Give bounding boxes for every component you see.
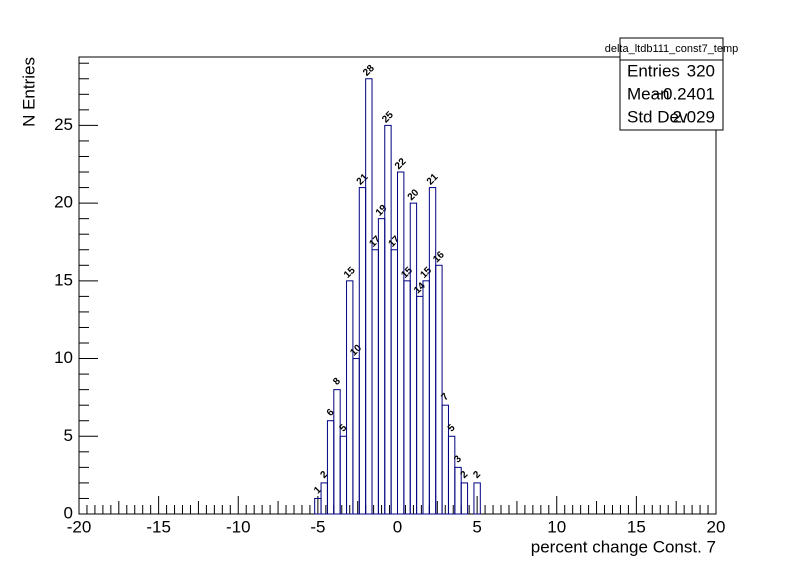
stats-value: −0.2401 (653, 84, 715, 103)
y-tick-label: 15 (54, 270, 73, 289)
stats-box (619, 37, 724, 131)
x-tick-label: -20 (67, 517, 92, 536)
stats-key: Mean (627, 84, 670, 103)
stats-value: 2.029 (672, 107, 715, 126)
x-tick-label: 5 (472, 517, 481, 536)
x-tick-label: -15 (146, 517, 171, 536)
bar (473, 482, 481, 515)
stats-key: Std Dev (627, 107, 688, 126)
stats-key: Entries (627, 61, 680, 80)
x-tick-label: 20 (707, 517, 726, 536)
x-tick-label: 10 (547, 517, 566, 536)
y-axis-title: N Entries (19, 57, 38, 127)
stats-title: delta_ltdb111_const7_temp (605, 43, 739, 55)
y-tick-label: 10 (54, 348, 73, 367)
y-tick-label: 25 (54, 115, 73, 134)
bar (460, 482, 469, 515)
y-tick-label: 0 (64, 503, 73, 522)
x-tick-label: -10 (226, 517, 251, 536)
bar (435, 264, 443, 515)
x-tick-label: 15 (627, 517, 646, 536)
x-tick-label: -5 (310, 517, 325, 536)
stats-value: 320 (687, 61, 715, 80)
y-tick-label: 20 (54, 193, 73, 212)
y-tick-label: 5 (64, 426, 73, 445)
x-tick-label: 0 (393, 517, 402, 536)
x-axis-title: percent change Const. 7 (531, 537, 716, 556)
